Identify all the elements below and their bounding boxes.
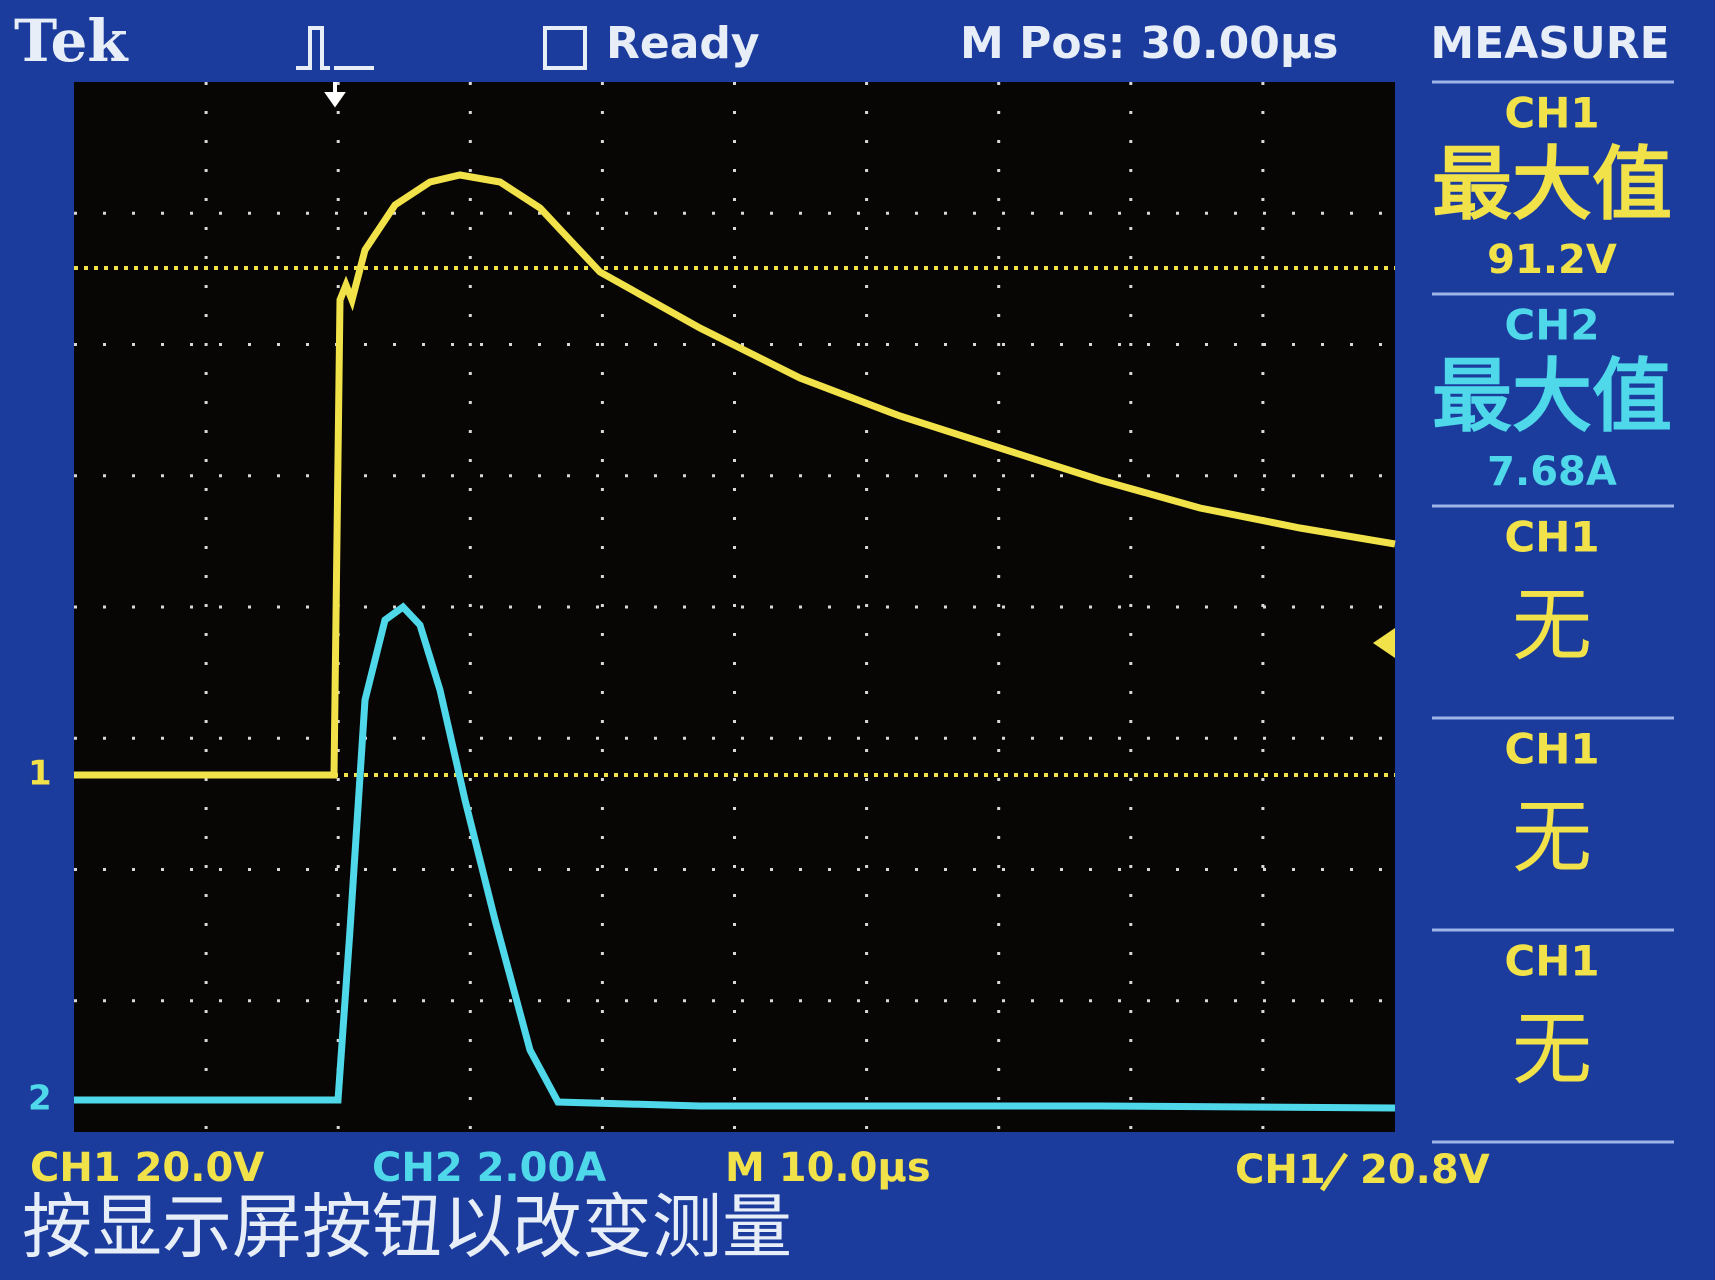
trigger-position [324, 82, 346, 108]
ch1-marker: 1 [28, 754, 52, 794]
trigger-icon [296, 26, 374, 70]
measure-channel: CH1 [1504, 725, 1599, 774]
graticule [74, 82, 1395, 1132]
measure-channel: CH1 [1504, 937, 1599, 986]
status: Ready [606, 18, 760, 69]
measure-value: 7.68A [1487, 449, 1617, 495]
measure-type: 无 [1512, 579, 1592, 672]
measure-channel: CH2 [1504, 301, 1599, 350]
measure-type: 最大值 [1432, 350, 1672, 443]
time-scale: M 10.0µs [725, 1145, 931, 1191]
run-icon [543, 26, 587, 70]
measure-type: 无 [1512, 791, 1592, 884]
trigger-slope [1319, 1152, 1349, 1192]
measure-channel: CH1 [1504, 89, 1599, 138]
ch1-waveform [74, 171, 1396, 779]
menu-title: MEASURE [1430, 18, 1669, 69]
measure-channel: CH1 [1504, 513, 1599, 562]
measure-type: 最大值 [1432, 138, 1672, 231]
trigger-level: 20.8V [1360, 1147, 1490, 1193]
trigger-level-marker [1373, 628, 1395, 658]
ch2-scale: CH2 2.00A [372, 1145, 606, 1191]
position: M Pos: 30.00µs [960, 18, 1338, 69]
trigger-source: CH1 [1235, 1147, 1326, 1193]
measure-value: 91.2V [1487, 237, 1617, 283]
brand: Tek [14, 7, 129, 75]
message: 按显示屏按钮以改变测量 [22, 1186, 792, 1268]
ch2-marker: 2 [28, 1079, 52, 1119]
measure-type: 无 [1512, 1003, 1592, 1096]
ch2-waveform [74, 602, 1396, 1112]
ch1-scale: CH1 20.0V [30, 1145, 264, 1191]
